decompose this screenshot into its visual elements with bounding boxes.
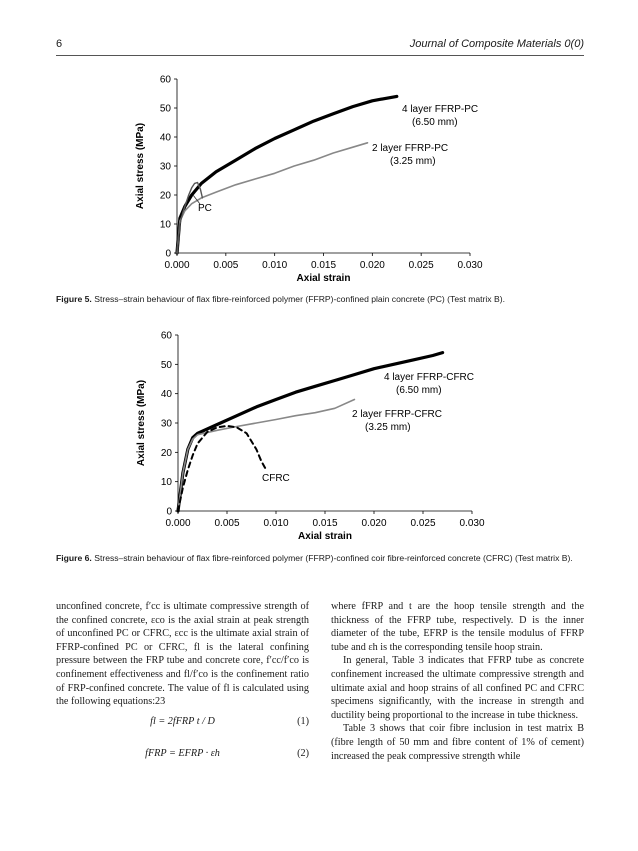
body-paragraph: In general, Table 3 indicates that FFRP … xyxy=(331,655,584,721)
body-paragraph: Table 3 shows that coir fibre inclusion … xyxy=(331,723,584,762)
figure-5-caption-text: Stress–strain behaviour of flax fibre-re… xyxy=(94,294,505,304)
x-tick-label: 0.005 xyxy=(213,260,238,271)
x-tick-label: 0.000 xyxy=(164,260,189,271)
body-paragraph: unconfined concrete, f′cc is ultimate co… xyxy=(56,601,309,708)
x-tick-label: 0.020 xyxy=(361,518,386,529)
x-tick-label: 0.025 xyxy=(409,260,434,271)
series-label-4-layer: 4 layer FFRP-PC xyxy=(402,104,478,115)
y-tick-label: 20 xyxy=(160,191,172,202)
figure-6-caption: Figure 6. Stress–strain behaviour of fla… xyxy=(56,552,584,564)
x-axis-label: Axial strain xyxy=(298,531,352,542)
y-axis-label: Axial stress (MPa) xyxy=(135,123,146,209)
x-tick-label: 0.010 xyxy=(263,518,288,529)
series-label-2-layer: 2 layer FFRP-CFRC xyxy=(352,409,442,420)
x-tick-label: 0.030 xyxy=(459,518,484,529)
equation-2-body: fFRP = EFRP · εh xyxy=(145,747,220,759)
x-tick-label: 0.025 xyxy=(410,518,435,529)
equation-1: fl = 2fFRP t / D (1) xyxy=(56,715,309,741)
y-tick-label: 60 xyxy=(161,331,173,342)
x-tick-label: 0.010 xyxy=(262,260,287,271)
x-tick-label: 0.005 xyxy=(214,518,239,529)
x-tick-label: 0.000 xyxy=(165,518,190,529)
figure-6-caption-label: Figure 6. xyxy=(56,553,92,563)
series-line-4-layer-ffrp-pc xyxy=(175,94,399,255)
body-column-left: unconfined concrete, f′cc is ultimate co… xyxy=(56,600,309,773)
y-tick-label: 0 xyxy=(165,249,171,260)
y-tick-label: 30 xyxy=(161,419,173,430)
series-line-2-layer-ffrp-cfrc xyxy=(177,398,356,512)
equation-2: fFRP = EFRP · εh (2) xyxy=(56,747,309,773)
series-label-2-layer-thickness: (3.25 mm) xyxy=(365,422,411,433)
y-tick-label: 0 xyxy=(166,507,172,518)
equation-1-number: (1) xyxy=(297,715,309,727)
figure-5-caption-label: Figure 5. xyxy=(56,294,92,304)
y-tick-label: 50 xyxy=(161,360,173,371)
x-tick-label: 0.030 xyxy=(457,260,482,271)
series-label-4-layer-thickness: (6.50 mm) xyxy=(412,117,458,128)
x-axis-label: Axial strain xyxy=(297,273,351,284)
y-tick-label: 40 xyxy=(160,133,172,144)
y-tick-label: 30 xyxy=(160,162,172,173)
journal-title: Journal of Composite Materials 0(0) xyxy=(409,38,584,50)
figure-5-caption: Figure 5. Stress–strain behaviour of fla… xyxy=(56,293,584,305)
equation-2-number: (2) xyxy=(297,747,309,759)
header-rule xyxy=(56,55,584,56)
y-tick-label: 50 xyxy=(160,104,172,115)
body-column-right: where fFRP and t are the hoop tensile st… xyxy=(331,600,584,763)
equation-1-body: fl = 2fFRP t / D xyxy=(150,715,215,727)
series-label-4-layer: 4 layer FFRP-CFRC xyxy=(384,372,474,383)
y-tick-label: 60 xyxy=(160,75,172,86)
x-tick-label: 0.020 xyxy=(360,260,385,271)
series-line-cfrc xyxy=(177,424,268,512)
y-tick-label: 40 xyxy=(161,389,173,400)
pc-leader-line xyxy=(192,194,201,205)
body-paragraph: where fFRP and t are the hoop tensile st… xyxy=(331,601,584,653)
page-number: 6 xyxy=(56,38,63,50)
y-axis-label: Axial stress (MPa) xyxy=(136,380,147,466)
x-tick-label: 0.015 xyxy=(312,518,337,529)
series-line-2-layer-ffrp-pc xyxy=(176,142,369,254)
series-line-pc xyxy=(176,181,204,254)
y-tick-label: 20 xyxy=(161,448,173,459)
figure-6-caption-text: Stress–strain behaviour of flax fibre-re… xyxy=(94,553,573,563)
series-label-2-layer: 2 layer FFRP-PC xyxy=(372,143,448,154)
x-tick-label: 0.015 xyxy=(311,260,336,271)
figure-6-chart: 0 10 20 30 40 50 60 0.000 0.005 0.010 0.015 0.020 0.… xyxy=(136,331,485,543)
series-label-pc: PC xyxy=(198,203,212,214)
series-label-2-layer-thickness: (3.25 mm) xyxy=(390,156,436,167)
y-tick-label: 10 xyxy=(160,220,172,231)
series-label-cfrc: CFRC xyxy=(262,473,290,484)
series-label-4-layer-thickness: (6.50 mm) xyxy=(396,385,442,396)
y-tick-label: 10 xyxy=(161,477,173,488)
figure-5-chart: 0 10 20 30 40 50 60 0.000 0.005 0.010 0.015 0.020 0.… xyxy=(135,75,483,285)
